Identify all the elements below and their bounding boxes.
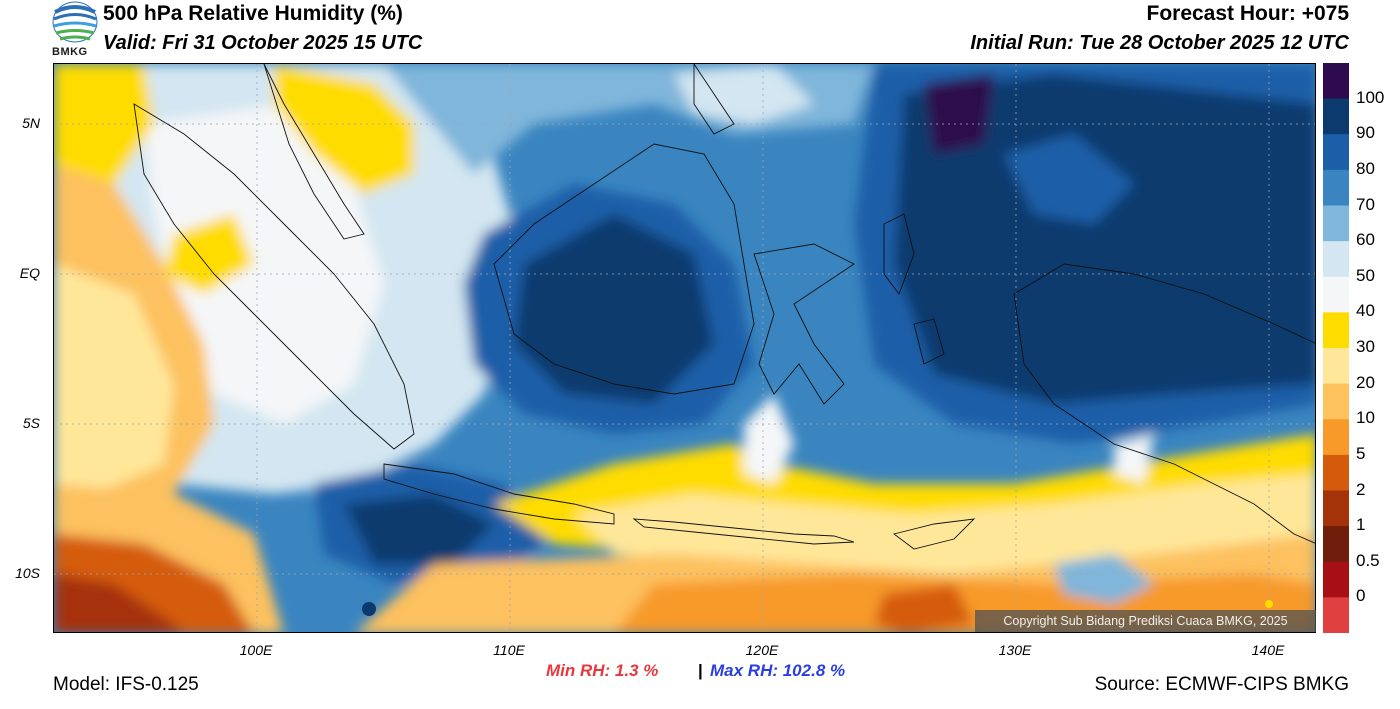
colorbar-label: 0.5 — [1356, 550, 1380, 570]
colorbar-label: 30 — [1356, 337, 1375, 356]
colorbar-label: 10 — [1356, 408, 1375, 428]
min-rh: Min RH: 1.3 % — [546, 661, 659, 680]
model-name: Model: IFS-0.125 — [53, 674, 199, 695]
colorbar-segment — [1323, 276, 1349, 313]
colorbar-segment — [1323, 241, 1349, 278]
colorbar-label: 5 — [1356, 443, 1366, 463]
humidity-field — [54, 64, 1315, 632]
colorbar-segment — [1323, 526, 1349, 563]
colorbar-label: 100 — [1356, 87, 1385, 107]
colorbar-label: 1 — [1356, 515, 1366, 535]
logo-text: BMKG — [52, 46, 88, 58]
copyright-note: Copyright Sub Bidang Prediksi Cuaca BMKG… — [975, 610, 1316, 632]
lat-label-eq: EQ — [19, 265, 40, 281]
colorbar-label: 0 — [1356, 586, 1366, 606]
colorbar-label: 70 — [1356, 194, 1375, 214]
max-rh: Max RH: 102.8 % — [710, 661, 846, 680]
map-title: 500 hPa Relative Humidity (%) — [103, 2, 403, 25]
initial-run: Initial Run: Tue 28 October 2025 12 UTC — [970, 32, 1349, 54]
lon-label-130e: 130E — [998, 642, 1032, 658]
colorbar-label: 60 — [1356, 230, 1375, 250]
bmkg-logo — [50, 0, 100, 60]
lat-label-10s: 10S — [15, 565, 40, 581]
colorbar-label: 40 — [1356, 301, 1375, 321]
colorbar-label: 50 — [1356, 265, 1375, 285]
colorbar-label: 20 — [1356, 372, 1375, 392]
lon-label-110e: 110E — [493, 642, 525, 658]
colorbar-segment — [1323, 63, 1349, 100]
colorbar — [1323, 63, 1349, 634]
lon-label-100e: 100E — [239, 642, 273, 658]
colorbar-segment — [1323, 134, 1349, 171]
stats-separator: | — [698, 661, 703, 680]
forecast-hour: Forecast Hour: +075 — [1146, 2, 1350, 25]
colorbar-label: 2 — [1356, 479, 1366, 499]
colorbar-label: 90 — [1356, 123, 1375, 143]
colorbar-segment — [1323, 490, 1349, 527]
colorbar-segment — [1323, 454, 1349, 491]
colorbar-segment — [1323, 312, 1349, 349]
coastlines — [133, 64, 1315, 550]
lon-label-120e: 120E — [745, 642, 779, 658]
data-source: Source: ECMWF-CIPS BMKG — [1094, 674, 1349, 695]
colorbar-label: 80 — [1356, 158, 1375, 178]
colorbar-segment — [1323, 419, 1349, 456]
colorbar-segment — [1323, 348, 1349, 385]
colorbar-segment — [1323, 561, 1349, 598]
lon-label-140e: 140E — [1251, 642, 1285, 658]
lat-label-5s: 5S — [22, 415, 40, 431]
colorbar-segment — [1323, 597, 1349, 634]
colorbar-segment — [1323, 383, 1349, 420]
colorbar-segment — [1323, 98, 1349, 135]
colorbar-segment — [1323, 169, 1349, 206]
humidity-map — [53, 63, 1316, 633]
lat-label-5n: 5N — [22, 115, 40, 131]
valid-time: Valid: Fri 31 October 2025 15 UTC — [103, 32, 423, 54]
colorbar-segment — [1323, 205, 1349, 242]
